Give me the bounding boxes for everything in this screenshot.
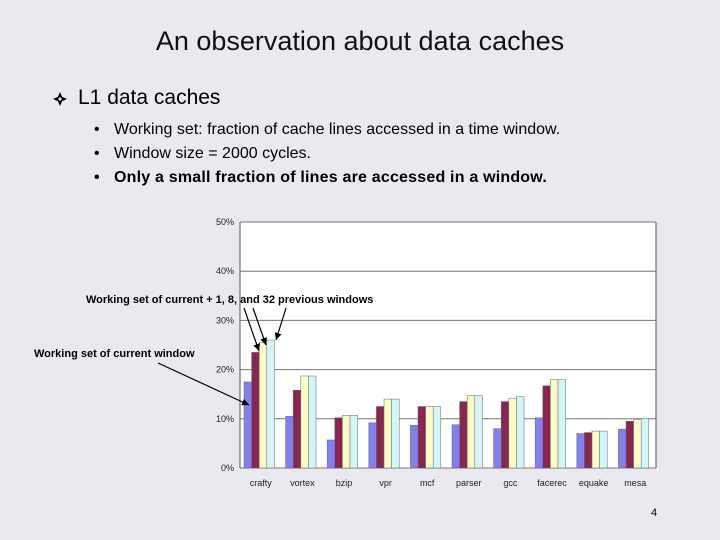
x-tick-label: mesa [624, 478, 646, 488]
x-tick-label: gcc [503, 478, 518, 488]
bar [391, 398, 400, 469]
bar [542, 385, 551, 469]
x-tick-label: equake [579, 478, 609, 488]
bar [425, 406, 434, 469]
bar [417, 406, 426, 469]
x-tick-label: crafty [250, 478, 273, 488]
bar [326, 439, 336, 469]
bar [308, 375, 317, 469]
annotation-multi-window: Working set of current + 1, 8, and 32 pr… [86, 294, 374, 306]
bar [459, 401, 468, 469]
bar [349, 415, 358, 469]
x-tick-label: vpr [379, 478, 392, 488]
annotation-arrow [157, 362, 250, 406]
y-tick-label: 50% [216, 217, 234, 227]
bar [557, 379, 566, 469]
bar [376, 406, 385, 469]
x-tick-label: parser [456, 478, 482, 488]
annotation-arrow [243, 307, 260, 352]
bar [633, 419, 642, 469]
bar [584, 432, 593, 469]
annotation-current-window: Working set of current window [34, 348, 195, 360]
bullet-item: • Only a small fraction of lines are acce… [94, 169, 547, 186]
bar [474, 395, 483, 469]
y-tick-label: 10% [216, 414, 234, 424]
slide-title: An observation about data caches [155, 26, 565, 56]
bar [266, 339, 275, 469]
bar [466, 395, 476, 469]
bar [451, 424, 460, 469]
bar [625, 421, 634, 469]
bar [300, 375, 309, 469]
bar [243, 381, 252, 469]
bar [258, 342, 268, 469]
bar [334, 417, 343, 469]
y-tick-label: 40% [216, 266, 234, 276]
bullet-item: • Window size = 2000 cycles. [94, 145, 311, 162]
arrow-head [241, 398, 249, 406]
bullet-item: • Working set: fraction of cache lines ac… [94, 121, 561, 138]
bar [342, 415, 351, 469]
bar [368, 422, 377, 469]
bar [550, 379, 559, 469]
bar [493, 428, 502, 469]
y-tick-label: 30% [216, 315, 234, 325]
bar [576, 433, 585, 469]
y-tick-label: 20% [216, 365, 234, 375]
bar [410, 424, 419, 469]
bar [285, 416, 294, 469]
bar [383, 398, 392, 469]
section-heading: L1 data caches [52, 86, 220, 110]
x-tick-label: bzip [336, 478, 353, 488]
bar [508, 397, 517, 469]
x-tick-label: mcf [420, 478, 435, 488]
bar [432, 406, 442, 469]
arrow-head [260, 337, 267, 345]
diamond-bullet-icon [53, 92, 67, 106]
arrow-head [274, 332, 282, 340]
y-tick-label: 0% [221, 463, 234, 473]
arrow-head [253, 343, 260, 351]
bullet-list: • Working set: fraction of cache lines ac… [94, 118, 560, 190]
bar [599, 430, 608, 469]
bar [292, 390, 302, 469]
x-tick-label: vortex [290, 478, 315, 488]
bar [640, 418, 650, 469]
page-number: 4 [651, 507, 658, 519]
bar [534, 417, 544, 469]
bar [500, 401, 510, 469]
bar [516, 396, 525, 469]
section-label: L1 data caches [78, 86, 221, 109]
bar [591, 430, 600, 469]
x-tick-label: facerec [537, 478, 567, 488]
bar [618, 428, 627, 469]
bar [251, 352, 260, 469]
